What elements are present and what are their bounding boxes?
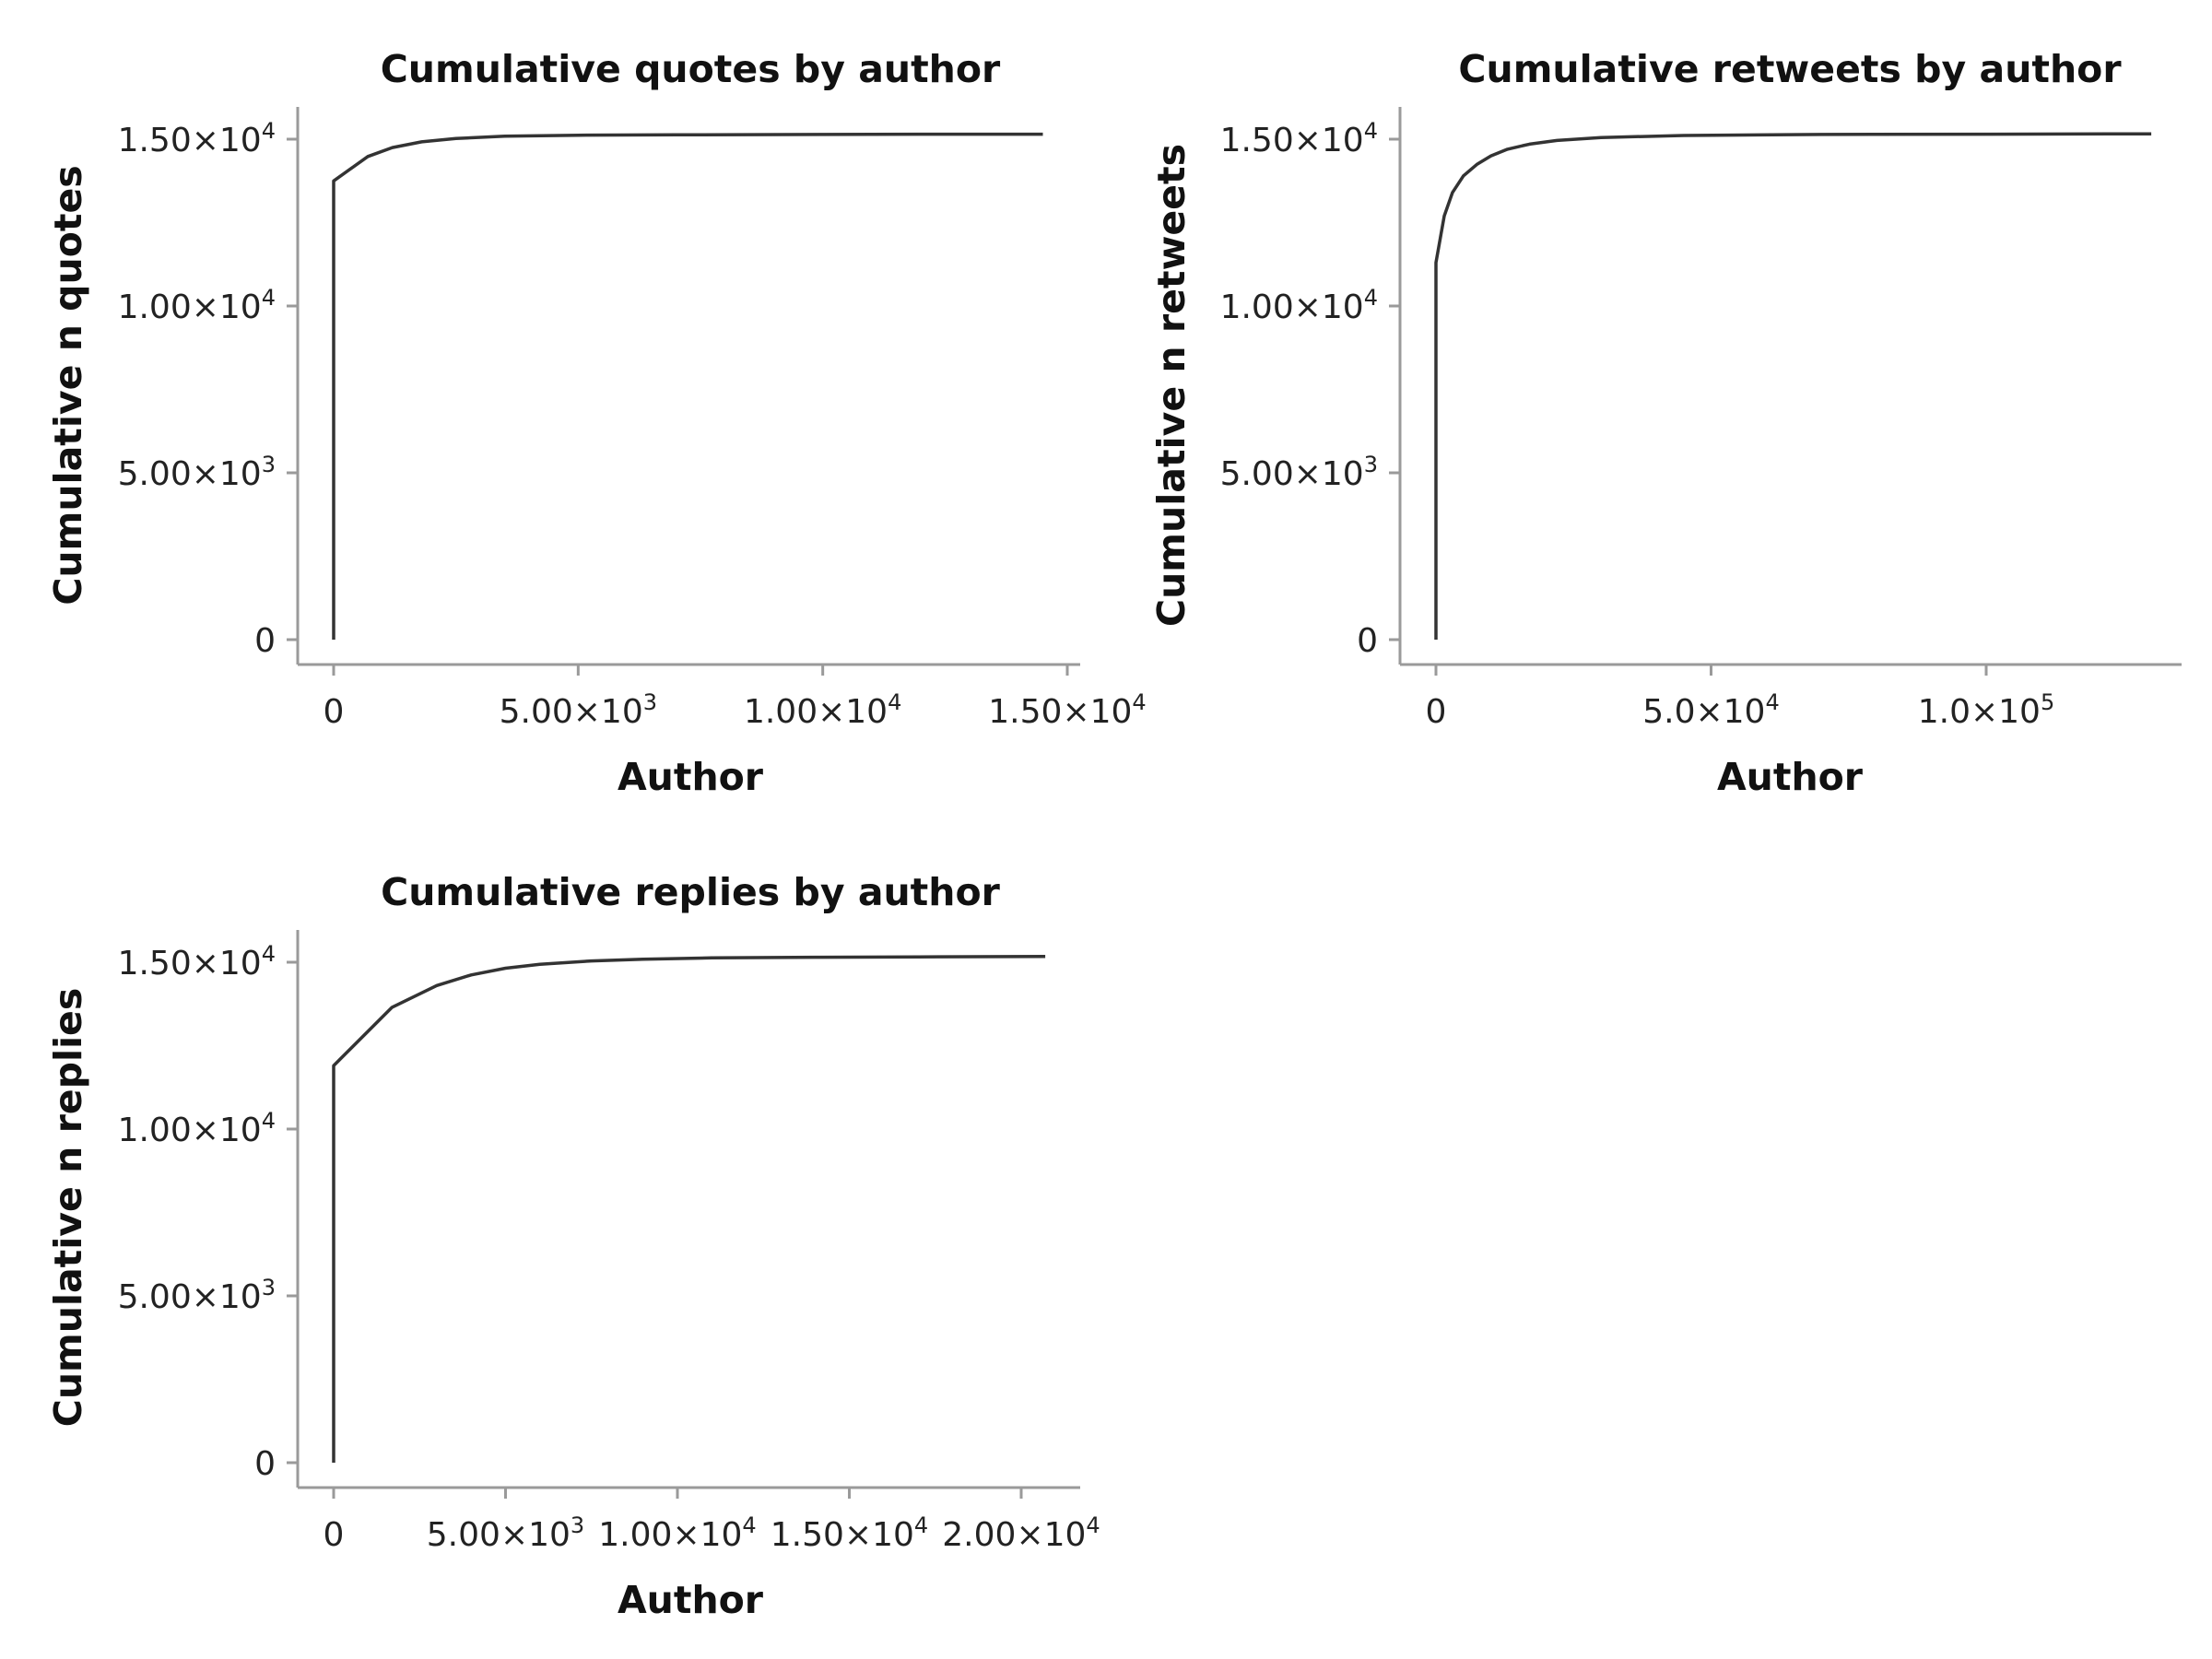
- y-tick-label: 1.50×104: [1220, 118, 1378, 159]
- chart-title: Cumulative replies by author: [381, 870, 1000, 914]
- x-axis-label: Author: [618, 755, 764, 799]
- plot-area: 0 5.00×103 1.00×104 1.50×104 0 5.00×103 1.00×1…: [118, 930, 1100, 1554]
- y-tick-label: 1.50×104: [118, 118, 276, 159]
- x-tick-label: 1.00×104: [598, 1512, 756, 1554]
- series-line: [332, 955, 1046, 1463]
- plot-area: 0 5.00×103 1.00×104 1.50×104 0 5.0×104 1.0×105: [1220, 107, 2182, 731]
- x-axis-label: Author: [618, 1578, 764, 1622]
- y-tick-label: 0: [1357, 622, 1378, 660]
- x-tick-label: 5.00×103: [500, 689, 657, 731]
- series-line: [332, 132, 1043, 640]
- x-tick-label: 5.0×104: [1642, 689, 1780, 731]
- panel-retweets: Cumulative retweets by author Cumulative…: [1149, 47, 2182, 799]
- y-tick-label: 1.00×104: [118, 285, 276, 326]
- y-tick-label: 1.50×104: [118, 941, 276, 982]
- y-axis-label: Cumulative n replies: [46, 988, 90, 1428]
- y-tick-label: 1.00×104: [1220, 285, 1378, 326]
- y-tick-label: 1.00×104: [118, 1108, 276, 1149]
- x-tick-label: 2.00×104: [942, 1512, 1100, 1554]
- x-tick-label: 5.00×103: [427, 1512, 584, 1554]
- x-tick-label: 0: [1426, 693, 1447, 731]
- series-line: [1434, 132, 2152, 640]
- y-tick-label: 5.00×103: [118, 452, 276, 493]
- panel-quotes: Cumulative quotes by author Cumulative n…: [46, 47, 1147, 799]
- x-axis-label: Author: [1717, 755, 1864, 799]
- plot-area: 0 5.00×103 1.00×104 1.50×104 0 5.00×103 1.00×1…: [118, 107, 1147, 731]
- x-tick-label: 0: [324, 693, 345, 731]
- x-tick-label: 1.50×104: [771, 1512, 928, 1554]
- panel-replies: Cumulative replies by author Cumulative …: [46, 870, 1100, 1622]
- y-axis-label: Cumulative n retweets: [1149, 144, 1194, 627]
- y-axis-label: Cumulative n quotes: [46, 165, 90, 605]
- x-tick-label: 0: [324, 1516, 345, 1554]
- x-tick-label: 1.0×105: [1918, 689, 2055, 731]
- y-tick-label: 0: [254, 622, 276, 660]
- y-tick-label: 5.00×103: [118, 1275, 276, 1316]
- chart-title: Cumulative quotes by author: [381, 47, 1001, 91]
- y-tick-label: 0: [254, 1445, 276, 1483]
- x-tick-label: 1.50×104: [988, 689, 1146, 731]
- x-tick-label: 1.00×104: [744, 689, 901, 731]
- chart-title: Cumulative retweets by author: [1458, 47, 2122, 91]
- y-tick-label: 5.00×103: [1220, 452, 1378, 493]
